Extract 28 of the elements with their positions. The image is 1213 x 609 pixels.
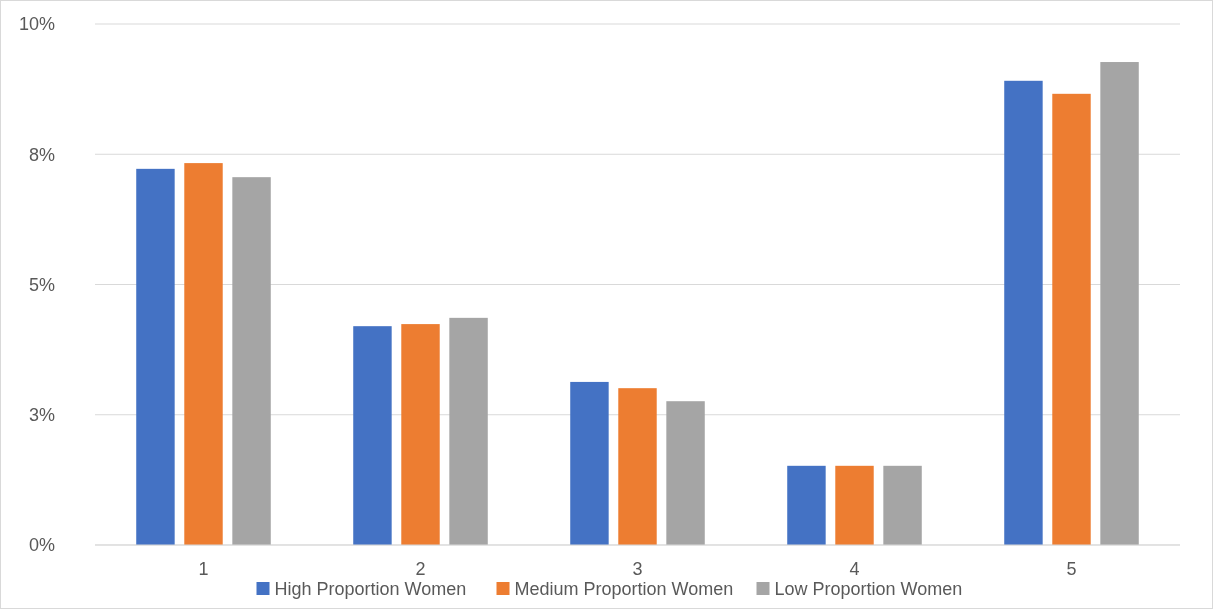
- x-tick-label: 5: [1066, 559, 1077, 579]
- x-tick-label: 4: [849, 559, 860, 579]
- bar: [570, 381, 609, 545]
- bar: [618, 388, 657, 545]
- bar: [883, 465, 922, 545]
- bar: [1004, 80, 1043, 545]
- bar: [835, 465, 874, 545]
- bar: [666, 401, 705, 545]
- y-tick-label: 5%: [28, 274, 55, 295]
- x-tick-label: 1: [198, 559, 209, 579]
- x-tick-label: 2: [415, 559, 426, 579]
- legend-label: High Proportion Women: [274, 579, 467, 599]
- y-tick-label: 0%: [28, 535, 55, 556]
- y-tick-label: 3%: [28, 405, 55, 426]
- bar: [136, 168, 175, 545]
- y-tick-label: 8%: [28, 144, 55, 165]
- bar: [449, 317, 488, 545]
- legend-label: Medium Proportion Women: [514, 579, 734, 599]
- x-tick-label: 3: [632, 559, 643, 579]
- bar: [1100, 62, 1139, 545]
- y-tick-label: 10%: [18, 14, 55, 35]
- bar: [353, 326, 392, 545]
- bar: [401, 324, 440, 545]
- legend-label: Low Proportion Women: [774, 579, 963, 599]
- bar: [1052, 93, 1091, 545]
- bar: [787, 465, 826, 545]
- bar: [232, 177, 271, 545]
- bar: [184, 163, 223, 545]
